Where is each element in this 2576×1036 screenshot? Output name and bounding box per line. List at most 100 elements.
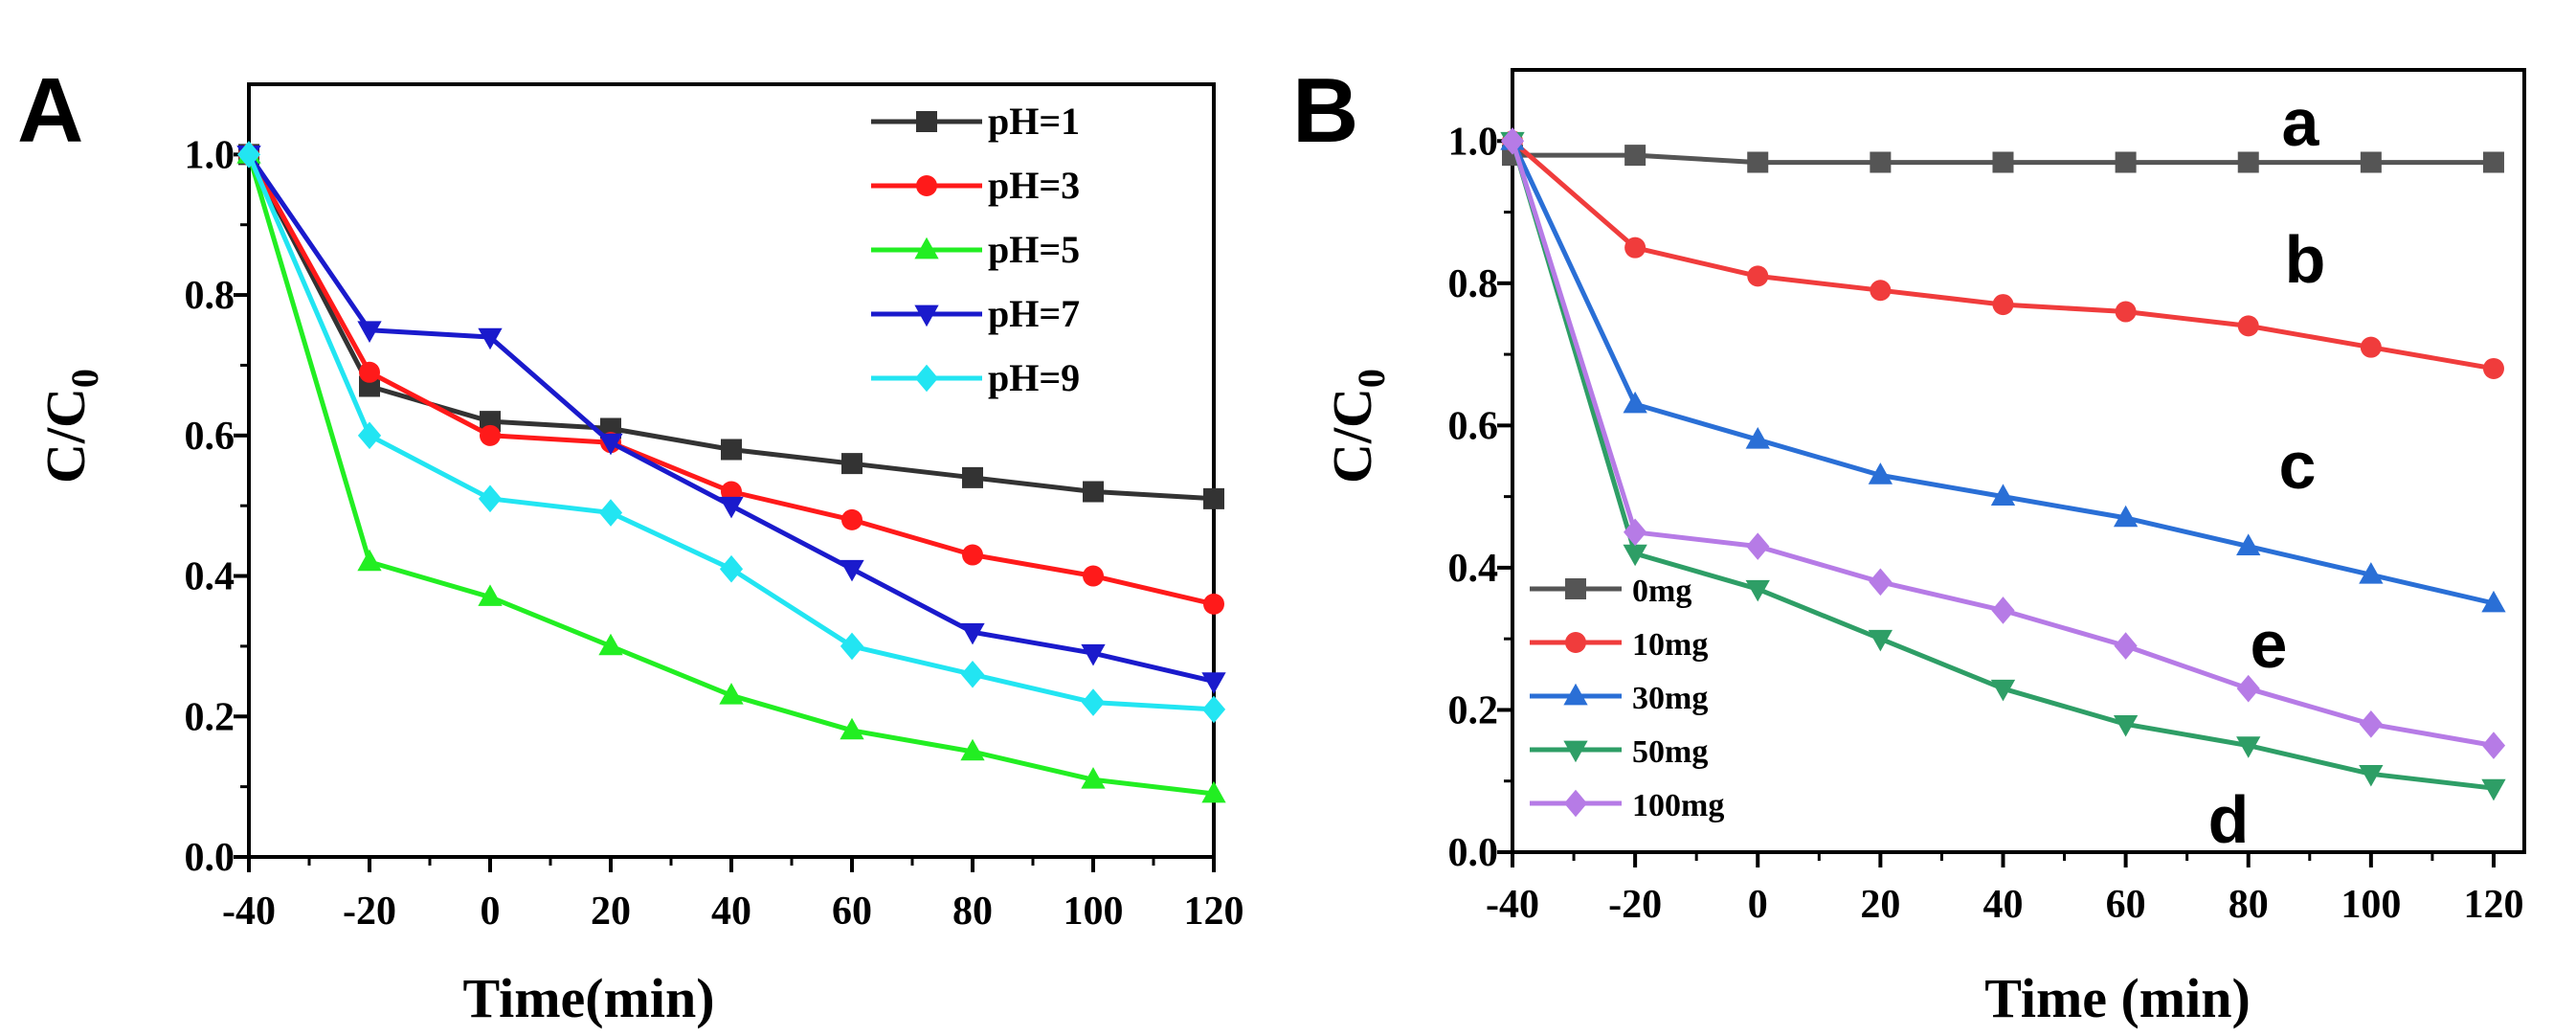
panel-b-x-tick-label: 20: [1860, 883, 1900, 927]
panel-b-y-axis-title-main: C/C: [1321, 388, 1383, 484]
panel-a-y-tick-label: 0.8: [185, 274, 235, 318]
panel-a-series-ph-3-point: [1083, 565, 1104, 587]
panel-b-series-10mg-legend-marker: [1565, 632, 1586, 653]
panel-a-series-ph-5-legend-marker: [914, 236, 939, 259]
panel-b-series-50mg-point: [2113, 714, 2139, 737]
panel-a-series-ph-7-point: [357, 321, 382, 343]
panel-a-series-ph-7-point: [960, 622, 985, 645]
panel-b-series-50mg-point: [1868, 629, 1893, 652]
panel-b-series-50mg-point: [1990, 679, 2016, 702]
panel-b-series-50mg-point: [2359, 764, 2384, 787]
panel-a-series-ph-9-legend-label: pH=9: [988, 356, 1080, 399]
panel-b-series-10mg-legend-label: 10mg: [1632, 627, 1708, 663]
panel-b-series-10mg-point: [2237, 315, 2259, 337]
panel-a-x-tick-label: 120: [1184, 890, 1244, 934]
panel-b-x-tick-label: 100: [2341, 883, 2401, 927]
panel-b-series-0mg-point: [1624, 145, 1646, 167]
panel-a-series-ph-9-point: [357, 421, 382, 450]
panel-a-series-ph-9-point: [1201, 695, 1226, 724]
panel-a-x-tick-label: -40: [222, 890, 276, 934]
panel-a-series-ph-3-legend-marker: [916, 175, 937, 196]
panel-b-series-100mg-point: [1991, 597, 2015, 624]
panel-b-series-10mg-point: [2482, 357, 2504, 379]
panel-b-x-tick-label: 80: [2229, 883, 2269, 927]
panel-b-y-tick-label: 0.2: [1448, 688, 1499, 732]
panel-a-series-ph-5-point: [357, 549, 382, 572]
panel-a-series-ph-7-point: [1081, 643, 1106, 666]
panel-a-series-ph-5-point: [478, 584, 503, 606]
panel-a-series-ph-7-legend-label: pH=7: [988, 292, 1080, 335]
panel-a-y-axis-title-main: C/C: [34, 388, 97, 484]
panel-a-series-ph-9-point: [478, 484, 503, 513]
panel-b-series-100mg-point: [1624, 518, 1647, 547]
panel-b-series-10mg-curve-label: b: [2285, 222, 2326, 297]
panel-a-y-axis-title: C/C0: [34, 369, 106, 484]
panel-b-series-0mg-point: [2482, 151, 2504, 173]
panel-b-label: B: [1292, 59, 1358, 162]
panel-b-series-100mg-point: [1746, 532, 1770, 560]
panel-a-x-axis-title: Time(min): [462, 967, 714, 1029]
panel-b-series-50mg-point: [2236, 736, 2261, 758]
panel-a-series-ph-1-legend-marker: [916, 111, 937, 132]
panel-b-series-0mg-point: [2115, 151, 2137, 173]
panel-b-series-0mg-legend-marker: [1565, 578, 1586, 599]
panel-b-y-tick-label: 0.0: [1448, 831, 1499, 875]
panel-b-x-tick-label: -20: [1608, 883, 1662, 927]
panel-b-series-30mg-legend-label: 30mg: [1632, 681, 1708, 716]
panel-b-x-tick-label: 0: [1748, 883, 1768, 927]
panel-a-series-ph-5-point: [840, 717, 864, 740]
panel-a-y-tick-label: 1.0: [185, 133, 235, 177]
panel-a-series-ph-5-point: [719, 683, 744, 705]
panel-b-series-30mg-point: [2481, 590, 2506, 613]
panel-b-x-tick-label: 120: [2463, 883, 2523, 927]
panel-b-series-10mg-point: [2115, 301, 2137, 323]
panel-a-series-ph-9-point: [719, 554, 744, 583]
panel-a-series-ph-3-point: [962, 544, 983, 566]
panel-b-series-100mg-point: [2236, 674, 2260, 703]
panel-b-series-50mg-point: [1745, 579, 1770, 602]
panel-a-series-ph-9-point: [236, 141, 261, 169]
panel-a-series-ph-1-point: [841, 453, 862, 475]
panel-a-x-tick-label: 0: [481, 890, 501, 934]
panel-a-y-tick-label: 0.2: [185, 695, 235, 739]
panel-a-y-tick-label: 0.6: [185, 415, 235, 459]
panel-a-series-ph-7-legend-marker: [914, 304, 939, 327]
panel-b-series-10mg-point: [1992, 294, 2014, 316]
panel-a-series-ph-7-point: [598, 433, 623, 456]
panel-a-series-ph-9-point: [1081, 688, 1106, 716]
panel-b-series-50mg-point: [2481, 778, 2506, 801]
panel-b-series-0mg-curve-label: a: [2282, 85, 2320, 160]
panel-a-series-ph-7-point: [840, 559, 864, 582]
panel-a-series-ph-3-point: [480, 424, 501, 446]
panel-a-series-ph-5-point: [1081, 767, 1106, 789]
panel-b-series-100mg-curve-label: e: [2251, 607, 2288, 682]
panel-a-series-ph-1-legend-label: pH=1: [988, 100, 1080, 143]
panel-b-series-50mg-legend-marker: [1563, 740, 1588, 763]
panel-b-series-50mg-legend-label: 50mg: [1632, 734, 1708, 770]
panel-b-series-100mg-point: [2114, 632, 2138, 660]
panel-b-y-axis-title-sub: 0: [1350, 369, 1393, 388]
panel-a-series-ph-1-point: [721, 439, 742, 461]
panel-b-series-0mg-legend-label: 0mg: [1632, 574, 1691, 609]
panel-a-series-ph-1-point: [1203, 487, 1224, 509]
panel-b-series-30mg-curve-label: c: [2279, 428, 2317, 503]
panel-a-x-tick-label: 60: [832, 890, 872, 934]
panel-b-series-0mg-point: [1992, 151, 2014, 173]
panel-a-series-ph-7-point: [478, 327, 503, 350]
panel-a-series-ph-9-point: [598, 499, 623, 527]
panel-a-series-ph-5-legend-label: pH=5: [988, 228, 1080, 271]
panel-a-series-ph-5-point: [960, 738, 985, 761]
panel-b-series-30mg-point: [1623, 391, 1647, 414]
panel-a-x-tick-label: -20: [343, 890, 396, 934]
panel-b-series-100mg-point: [1869, 568, 1893, 597]
panel-a-x-tick-label: 100: [1064, 890, 1124, 934]
panel-a-x-tick-label: 80: [952, 890, 993, 934]
panel-b-x-tick-label: 40: [1982, 883, 2023, 927]
panel-b-series-0mg-point: [2237, 151, 2259, 173]
panel-b-series-30mg-point: [2236, 533, 2261, 555]
panel-a-series-ph-9-point: [840, 632, 864, 661]
panel-a-y-tick-label: 0.0: [185, 836, 235, 880]
panel-a-series-ph-9-legend-marker: [914, 364, 939, 393]
panel-b-series-10mg-point: [1870, 280, 1892, 302]
panel-b-series-30mg-point: [2113, 505, 2139, 528]
